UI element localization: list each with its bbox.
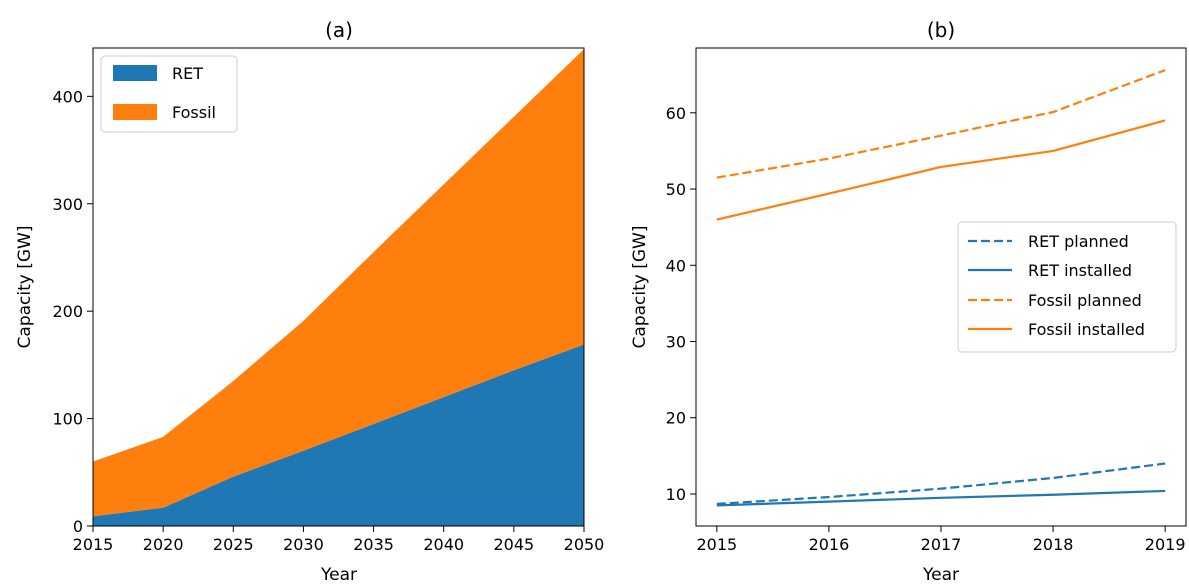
legend-label-fossil: Fossil xyxy=(172,103,216,122)
panel-b-y-axis-label: Capacity [GW] xyxy=(630,226,650,349)
legend-label-ret: RET xyxy=(172,64,203,83)
a-x-tick-label-2035: 2035 xyxy=(353,535,394,554)
b-y-tick-label-40: 40 xyxy=(666,256,686,275)
panel-a-y-axis-label: Capacity [GW] xyxy=(15,226,35,349)
a-y-tick-label-100: 100 xyxy=(52,410,83,429)
a-x-tick-label-2050: 2050 xyxy=(564,535,605,554)
panel-a-axes-frame xyxy=(92,47,585,527)
legend-label-fossil-planned: Fossil planned xyxy=(1028,291,1142,310)
panel-b-plot-area xyxy=(716,69,1166,507)
panel-a-y-ticks: 0 100 200 300 400 xyxy=(52,87,93,536)
area-ret xyxy=(93,344,584,526)
a-y-tick-label-200: 200 xyxy=(52,302,83,321)
panel-a-legend: RET Fossil xyxy=(100,55,238,133)
a-x-tick-label-2045: 2045 xyxy=(493,535,534,554)
a-x-tick-label-2015: 2015 xyxy=(73,535,114,554)
legend-swatch-fossil xyxy=(113,104,157,120)
line-fossil-planned xyxy=(716,69,1166,179)
b-y-tick-label-10: 10 xyxy=(666,485,686,504)
a-y-tick-label-300: 300 xyxy=(52,195,83,214)
a-x-tick-label-2025: 2025 xyxy=(213,535,254,554)
line-ret-planned xyxy=(716,462,1166,505)
panel-a-x-axis-label: Year xyxy=(320,565,357,584)
legend-label-fossil-installed: Fossil installed xyxy=(1028,320,1145,339)
a-x-tick-label-2020: 2020 xyxy=(143,535,184,554)
b-y-tick-label-50: 50 xyxy=(666,180,686,199)
panel-b-x-axis-label: Year xyxy=(922,565,959,584)
b-y-tick-label-60: 60 xyxy=(666,104,686,123)
panel-b-x-ticks: 2015 2016 2017 2018 2019 xyxy=(696,526,1186,554)
b-x-tick-label-2015: 2015 xyxy=(696,535,737,554)
panel-a-area-chart: (a) 2015 2020 2025 2030 2035 2040 2045 2050 0 10… xyxy=(15,18,604,584)
b-y-tick-label-30: 30 xyxy=(666,333,686,352)
legend-label-ret-installed: RET installed xyxy=(1028,261,1132,280)
line-fossil-installed xyxy=(716,119,1166,221)
a-x-tick-label-2040: 2040 xyxy=(423,535,464,554)
panel-b-legend-box xyxy=(957,221,1177,353)
panel-b-line-chart: (b) 2015 2016 2017 2018 2019 10 20 30 40 50 60 Ye… xyxy=(630,18,1187,584)
panel-b-title: (b) xyxy=(927,18,955,42)
legend-swatch-ret xyxy=(113,65,157,81)
a-y-tick-label-400: 400 xyxy=(52,87,83,106)
line-ret-installed xyxy=(716,489,1166,507)
panel-b-legend: RET planned RET installed Fossil planned… xyxy=(957,221,1177,353)
b-y-tick-label-20: 20 xyxy=(666,409,686,428)
b-x-tick-label-2016: 2016 xyxy=(809,535,850,554)
b-x-tick-label-2017: 2017 xyxy=(921,535,962,554)
panel-a-title: (a) xyxy=(325,18,353,42)
panel-b-y-ticks: 10 20 30 40 50 60 xyxy=(666,104,696,504)
a-y-tick-label-0: 0 xyxy=(73,517,83,536)
a-x-tick-label-2030: 2030 xyxy=(283,535,324,554)
panel-a-x-ticks: 2015 2020 2025 2030 2035 2040 2045 2050 xyxy=(73,526,605,554)
legend-label-ret-planned: RET planned xyxy=(1028,232,1129,251)
panel-a-plot-area xyxy=(93,49,584,526)
area-fossil xyxy=(93,49,584,517)
b-x-tick-label-2019: 2019 xyxy=(1145,535,1186,554)
b-x-tick-label-2018: 2018 xyxy=(1033,535,1074,554)
